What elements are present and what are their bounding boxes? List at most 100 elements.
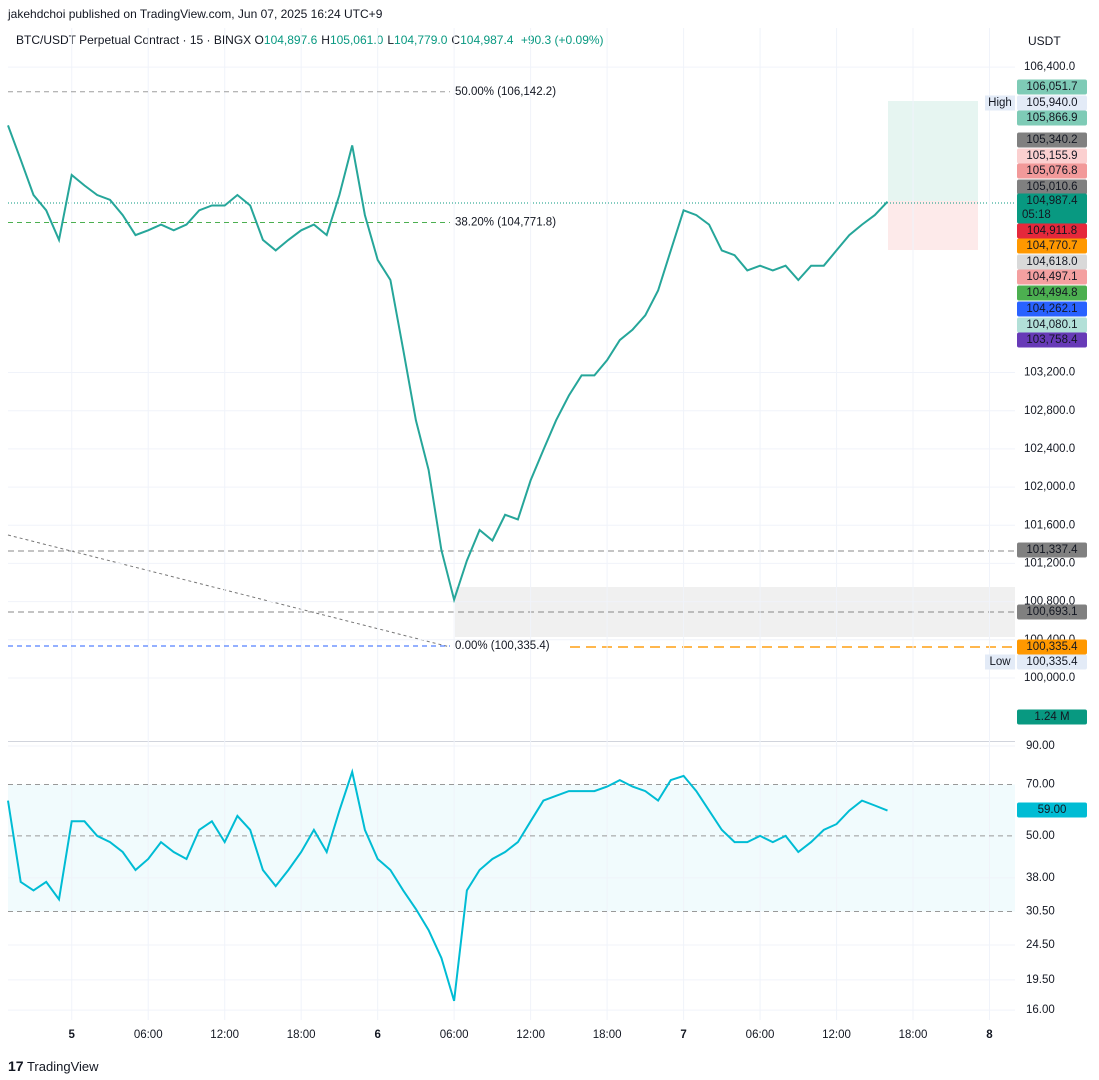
x-tick-label: 12:00 [822, 1029, 851, 1041]
price-tag-label: 100,335.4 [1026, 641, 1078, 653]
y2-tick-label: 30.50 [1026, 906, 1055, 918]
x-tick-label: 5 [69, 1029, 76, 1041]
side-label: Low [989, 656, 1011, 668]
y2-tick-label: 90.00 [1026, 740, 1055, 752]
rsi-band [8, 784, 1015, 912]
price-tag [1017, 332, 1087, 348]
price-tag [1017, 238, 1087, 254]
x-tick-label: 7 [680, 1029, 686, 1041]
price-tag-label: 105,940.0 [1026, 97, 1077, 109]
y-tick-label: 106,400.0 [1024, 61, 1075, 73]
fib-label: 38.20% (104,771.8) [455, 217, 556, 229]
price-tag [1017, 639, 1087, 655]
ohlc-value: 105,061.0 [329, 33, 384, 47]
y-tick-label: 100,000.0 [1024, 672, 1075, 684]
x-tick-label: 06:00 [134, 1029, 163, 1041]
y2-tick-label: 38.00 [1026, 872, 1055, 884]
y2-tick-label: 50.00 [1026, 830, 1055, 842]
x-tick-label: 06:00 [746, 1029, 775, 1041]
price-tag-label: 1.24 M [1034, 711, 1069, 723]
price-tag [1017, 285, 1087, 301]
ohlc-key: H [321, 33, 330, 47]
price-tag [1017, 301, 1087, 317]
y-tick-label: 100,800.0 [1024, 596, 1075, 608]
price-tag-label: 104,494.8 [1026, 287, 1077, 299]
change: +90.3 (+0.09%) [520, 33, 604, 47]
price-tag-label: 106,051.7 [1026, 81, 1077, 93]
price-tag-label: 105,076.8 [1026, 165, 1077, 177]
price-tag [1017, 193, 1087, 224]
y-tick-label: 100,400.0 [1024, 634, 1075, 646]
price-tag-label: 105,866.9 [1026, 112, 1077, 124]
ohlc-key: O [254, 33, 264, 47]
trend-line [7, 534, 451, 648]
ohlc: O104,897.6 H105,061.0 L104,779.0 C104,987.4 [255, 33, 518, 47]
x-tick-label: 6 [374, 1029, 380, 1041]
price-tag [1017, 269, 1087, 285]
ohlc-key: L [387, 33, 395, 47]
y2-tick-label: 70.00 [1026, 778, 1055, 790]
series-line [7, 125, 889, 604]
stop-box [888, 201, 978, 250]
fib-label: 0.00% (100,335.4) [455, 640, 550, 652]
y2-tick-label: 24.50 [1026, 939, 1055, 951]
price-tag-label: 104,911.8 [1027, 225, 1077, 237]
ohlc-value: 104,987.4 [460, 33, 514, 47]
price-tag-label: 104,080.1 [1026, 319, 1077, 331]
price-tag-label: 100,693.1 [1026, 606, 1077, 618]
price-tag [1017, 654, 1087, 670]
x-tick-label: 18:00 [593, 1029, 622, 1041]
x-tick-label: 06:00 [440, 1029, 469, 1041]
price-tag-label: 105,155.9 [1026, 150, 1077, 162]
price-tag [1017, 110, 1087, 126]
price-tag [1017, 132, 1087, 148]
y-tick-label: 101,200.0 [1024, 557, 1075, 569]
ohlc-value: 104,897.6 [263, 33, 318, 47]
y-tick-label: 103,200.0 [1024, 367, 1075, 379]
fib-label: 50.00% (106,142.2) [455, 86, 556, 98]
currency: USDT [1028, 34, 1061, 48]
y2-tick-label: 19.50 [1026, 974, 1055, 986]
brand: 17 TradingView [8, 1058, 99, 1074]
brand-name: TradingView [26, 1059, 99, 1074]
ohlc-value: 104,779.0 [394, 33, 448, 47]
publisher: jakehdchoi published on TradingView.com,… [8, 7, 383, 21]
price-tag-label: 104,770.7 [1026, 240, 1077, 252]
price-tag [1017, 179, 1087, 195]
price-tag-label: 101,337.4 [1026, 544, 1078, 556]
y-tick-label: 102,400.0 [1024, 443, 1075, 455]
price-tag-label: 100,335.4 [1026, 656, 1078, 668]
price-tag [1017, 95, 1087, 111]
y-tick-label: 101,600.0 [1024, 519, 1075, 531]
symbol: BTC/USDT Perpetual Contract · 15 · BINGX [16, 33, 252, 47]
countdown: 05:18 [1022, 209, 1051, 221]
side-tag [985, 654, 1015, 670]
price-tag [1017, 317, 1087, 333]
zone [455, 587, 1015, 637]
side-label: High [988, 97, 1012, 109]
price-tag [1017, 79, 1087, 95]
price-tag [1017, 223, 1087, 239]
price-tag-label: 104,262.1 [1026, 303, 1077, 315]
price-tag-label: 103,758.4 [1026, 334, 1078, 346]
price-tag [1017, 148, 1087, 164]
y-tick-label: 102,000.0 [1024, 481, 1075, 493]
pane-divider [8, 741, 1015, 742]
legend-line: BTC/USDT Perpetual Contract · 15 · BINGX… [16, 33, 604, 47]
x-tick-label: 12:00 [516, 1029, 545, 1041]
price-tag-label: 104,987.4 [1026, 195, 1078, 207]
price-tag [1017, 709, 1087, 725]
price-tag [1017, 604, 1087, 620]
x-tick-label: 8 [986, 1029, 993, 1041]
price-tag [1017, 163, 1087, 179]
price-tag-label: 105,340.2 [1026, 134, 1077, 146]
price-tag-label: 105,010.6 [1026, 181, 1077, 193]
price-tag [1017, 802, 1087, 818]
price-tag [1017, 254, 1087, 270]
y-tick-label: 102,800.0 [1024, 405, 1075, 417]
target-box [888, 101, 978, 201]
price-tag [1017, 542, 1087, 558]
side-tag [985, 95, 1015, 111]
